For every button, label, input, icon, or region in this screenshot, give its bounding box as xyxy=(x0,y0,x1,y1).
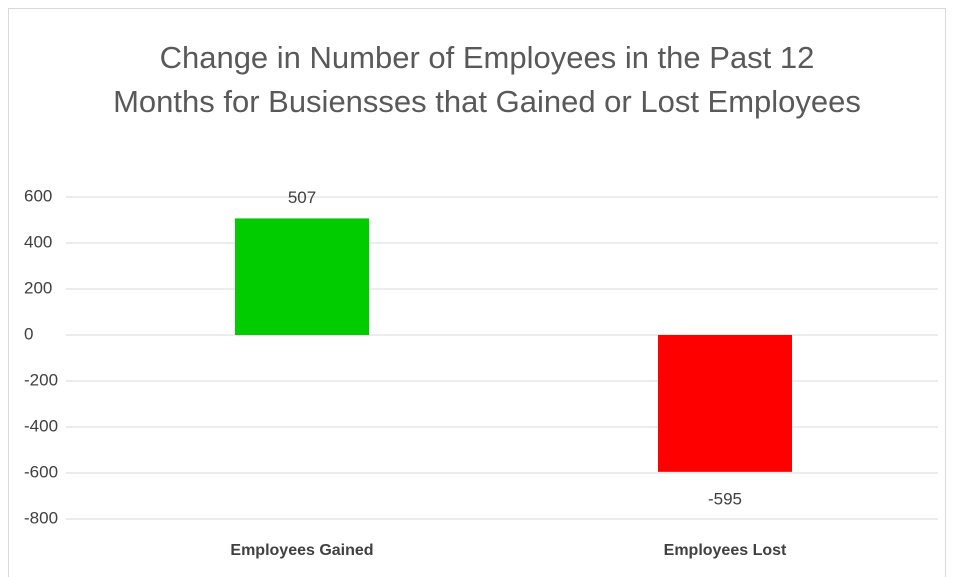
x-tick-label: Employees Gained xyxy=(230,542,373,559)
y-tick-label: 200 xyxy=(24,278,52,297)
y-tick-label: -600 xyxy=(24,462,58,481)
y-tick-label: -200 xyxy=(24,370,58,389)
y-tick-label: -800 xyxy=(24,508,58,527)
bar xyxy=(658,335,792,472)
y-tick-label: 0 xyxy=(24,324,33,343)
data-label: 507 xyxy=(288,188,316,207)
chart-title: Change in Number of Employees in the Pas… xyxy=(113,40,861,119)
y-tick-label: -400 xyxy=(24,416,58,435)
x-tick-label: Employees Lost xyxy=(664,542,787,559)
y-tick-label: 400 xyxy=(24,232,52,251)
y-tick-label: 600 xyxy=(24,186,52,205)
bar xyxy=(235,218,369,335)
data-label: -595 xyxy=(708,489,742,508)
chart-border xyxy=(8,8,946,577)
